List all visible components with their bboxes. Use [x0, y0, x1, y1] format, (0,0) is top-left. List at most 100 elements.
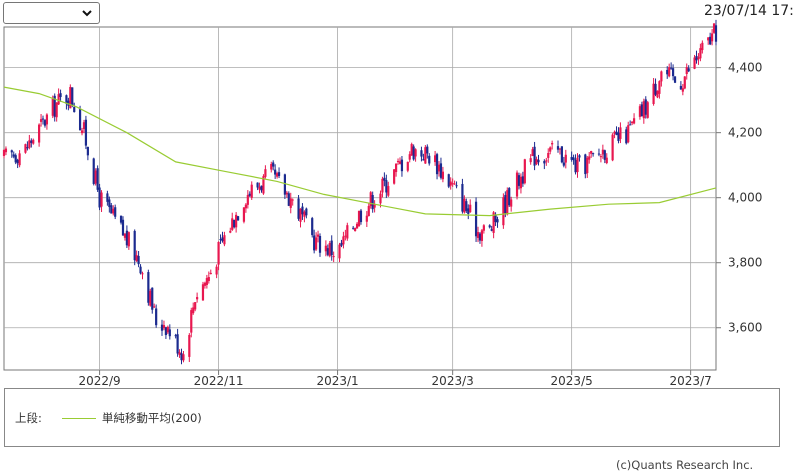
candle-body — [434, 155, 437, 163]
candle-body — [110, 205, 113, 214]
candle-body — [112, 208, 115, 214]
candle-body — [340, 242, 343, 246]
candle-body — [599, 156, 603, 158]
candle-body — [84, 119, 88, 146]
candle-body — [174, 335, 177, 337]
candle-body — [455, 185, 458, 187]
candle-body — [30, 140, 33, 143]
candle-body — [330, 240, 333, 256]
candle-body — [683, 76, 686, 89]
candle-body — [519, 176, 523, 189]
candle-body — [32, 139, 35, 144]
chevron-down-icon — [82, 10, 92, 17]
candle-body — [12, 154, 15, 157]
candle-body — [168, 329, 171, 337]
candle-body — [365, 215, 368, 222]
candle-body — [209, 272, 212, 275]
y-tick-label: 4,400 — [728, 61, 762, 75]
candle-body — [355, 223, 359, 229]
candle-body — [55, 102, 58, 118]
period-select[interactable] — [3, 2, 100, 24]
plot-area — [3, 26, 717, 371]
legend: 上段: 単純移動平均(200) — [4, 388, 780, 447]
candle-body — [668, 67, 671, 77]
candle-body — [125, 230, 128, 246]
candle-body — [492, 212, 495, 233]
candle-body — [521, 176, 524, 184]
candle-body — [73, 107, 76, 113]
candle-body — [543, 160, 546, 164]
candle-body — [439, 163, 443, 178]
candle-body — [178, 352, 181, 355]
candle-body — [710, 33, 714, 42]
candle-body — [632, 118, 636, 124]
candle-body — [535, 158, 538, 165]
candle-body — [297, 198, 300, 219]
candle-body — [465, 201, 468, 211]
candle-body — [488, 225, 491, 228]
candle-body — [344, 235, 347, 237]
candle-body — [570, 156, 573, 160]
candle-body — [447, 174, 450, 187]
candle-body — [592, 153, 595, 155]
candle-body — [478, 233, 482, 241]
candle-body — [242, 207, 246, 222]
candle-body — [342, 236, 345, 245]
candle-body — [588, 156, 591, 160]
candle-body — [98, 187, 101, 208]
candlestick-chart: 4,400 4,200 4,000 3,800 3,600 2022/9 2022/11 20… — [2, 19, 762, 388]
candle-body — [652, 83, 655, 104]
candle-body — [642, 101, 645, 119]
candle-body — [92, 158, 95, 184]
candle-body — [533, 146, 536, 166]
timestamp: 23/07/14 17: — [704, 3, 794, 19]
candle-body — [441, 171, 445, 180]
candle-body — [260, 185, 263, 191]
candle-body — [38, 124, 41, 143]
candle-body — [67, 100, 70, 106]
candle-body — [584, 154, 587, 175]
candle-body — [631, 121, 634, 124]
candle-body — [82, 122, 86, 130]
candle-body — [53, 95, 56, 117]
candle-body — [387, 186, 390, 196]
candle-body — [207, 277, 210, 282]
candle-body — [229, 230, 232, 233]
candle-body — [537, 159, 540, 163]
candle-body — [106, 193, 109, 202]
candle-body — [248, 193, 251, 196]
candle-body — [673, 76, 677, 83]
candle-body — [244, 204, 247, 209]
candle-body — [666, 69, 669, 75]
candle-body — [65, 95, 68, 104]
candle-body — [396, 160, 400, 163]
candle-body — [437, 164, 441, 172]
candle-body — [359, 210, 363, 223]
candle-body — [176, 334, 179, 354]
x-tick-label: 2023/3 — [432, 374, 474, 388]
candle-body — [43, 120, 47, 126]
candle-body — [414, 149, 417, 157]
candle-body — [611, 134, 614, 161]
candle-body — [712, 23, 716, 33]
candle-body — [619, 127, 622, 139]
candle-body — [203, 282, 207, 286]
candle-body — [681, 88, 684, 92]
candle-body — [264, 169, 267, 177]
legend-series-label: 単純移動平均(200) — [101, 411, 202, 425]
candle-body — [299, 208, 302, 222]
candle-body — [313, 235, 316, 251]
candle-body — [311, 218, 314, 236]
candle-body — [123, 233, 127, 238]
candle-body — [467, 208, 470, 214]
candle-body — [371, 195, 374, 210]
candle-body — [94, 170, 97, 184]
candle-body — [223, 235, 226, 245]
candle-body — [506, 190, 509, 215]
candle-body — [51, 98, 54, 116]
candle-body — [250, 184, 253, 198]
candle-body — [96, 168, 99, 190]
candle-body — [601, 149, 604, 155]
candle-body — [617, 132, 620, 141]
candle-body — [14, 155, 17, 163]
